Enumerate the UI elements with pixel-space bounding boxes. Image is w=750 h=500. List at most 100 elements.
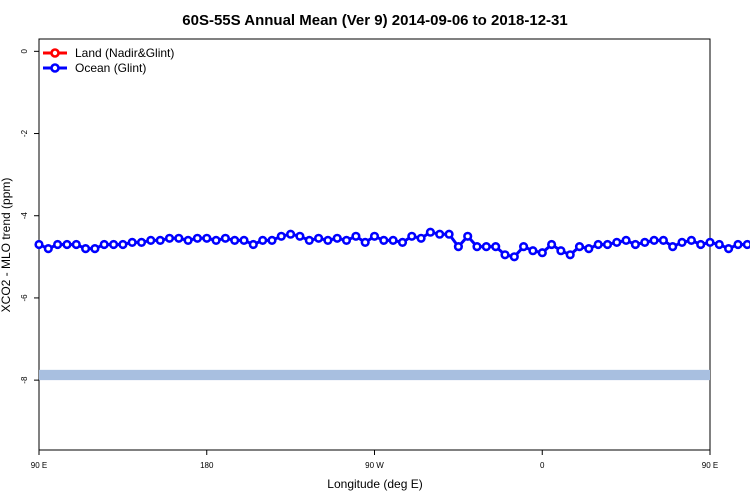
y-axis-label: XCO2 - MLO trend (ppm) xyxy=(0,178,13,313)
data-point xyxy=(491,242,501,252)
data-point xyxy=(43,244,53,254)
data-point xyxy=(714,239,724,250)
data-point xyxy=(630,239,641,250)
data-point xyxy=(52,239,63,250)
reference-band xyxy=(39,369,710,381)
data-point xyxy=(668,242,678,252)
data-point xyxy=(230,235,240,245)
data-point xyxy=(155,235,165,245)
data-point xyxy=(407,231,417,241)
series-layer xyxy=(34,227,750,262)
data-point xyxy=(369,231,380,241)
data-point xyxy=(658,235,669,245)
data-point xyxy=(696,239,706,250)
data-point xyxy=(146,235,156,245)
data-point xyxy=(220,233,230,243)
data-point xyxy=(276,231,286,241)
x-tick-label: 90 E xyxy=(31,461,47,470)
legend-marker xyxy=(50,63,60,73)
chart-title: 60S-55S Annual Mean (Ver 9) 2014-09-06 t… xyxy=(182,12,567,29)
legend-label: Ocean (Glint) xyxy=(75,61,146,75)
data-point xyxy=(258,235,268,245)
data-point xyxy=(453,242,464,252)
data-point xyxy=(351,231,361,241)
y-tick-label: -8 xyxy=(20,376,29,384)
data-point xyxy=(621,235,631,245)
x-tick-label: 90 W xyxy=(365,461,384,470)
data-point xyxy=(677,237,687,247)
data-point xyxy=(472,242,482,252)
data-point xyxy=(164,233,175,243)
data-point xyxy=(593,239,603,250)
data-point xyxy=(248,239,258,250)
data-point xyxy=(686,235,697,245)
data-point xyxy=(239,235,249,245)
data-point xyxy=(397,237,408,247)
data-point xyxy=(602,239,613,250)
data-point xyxy=(574,242,585,252)
data-point xyxy=(304,235,314,245)
y-tick-label: 0 xyxy=(20,49,29,54)
data-point xyxy=(295,231,305,241)
data-point xyxy=(108,239,119,250)
data-point xyxy=(723,244,734,254)
data-point xyxy=(733,239,743,250)
x-tick-label: 180 xyxy=(200,461,214,470)
data-point xyxy=(500,250,510,260)
data-point xyxy=(183,235,193,245)
data-point xyxy=(612,237,622,247)
data-point xyxy=(742,239,750,250)
data-point xyxy=(127,237,137,247)
data-point xyxy=(211,235,221,245)
data-point xyxy=(705,237,715,247)
data-point xyxy=(80,244,91,254)
data-point xyxy=(565,250,575,260)
data-point xyxy=(62,239,72,250)
data-point xyxy=(34,239,44,250)
legend-label: Land (Nadir&Glint) xyxy=(75,46,174,60)
data-point xyxy=(509,252,519,262)
data-point xyxy=(528,246,538,256)
data-point xyxy=(71,239,81,250)
data-point xyxy=(463,231,473,241)
legend-marker xyxy=(50,48,60,58)
data-point xyxy=(136,237,147,247)
data-point xyxy=(546,239,557,250)
data-point xyxy=(435,229,445,239)
x-tick-label: 0 xyxy=(540,461,545,470)
data-point xyxy=(518,242,529,252)
x-axis-label: Longitude (deg E) xyxy=(327,477,422,491)
x-axis: 90 E 180 90 W 0 90 E xyxy=(31,450,718,470)
y-tick-label: -4 xyxy=(20,212,29,220)
data-point xyxy=(416,233,426,243)
data-point xyxy=(360,237,370,247)
data-point xyxy=(174,233,184,243)
data-point xyxy=(584,244,594,254)
data-point xyxy=(640,237,650,247)
data-point xyxy=(118,239,128,250)
data-point xyxy=(267,235,277,245)
data-point xyxy=(314,233,324,243)
data-point xyxy=(90,244,100,254)
data-point xyxy=(202,233,212,243)
y-tick-label: -6 xyxy=(20,294,29,302)
data-point xyxy=(286,229,296,239)
data-point xyxy=(481,242,491,252)
data-point xyxy=(537,248,547,258)
data-point xyxy=(99,239,109,250)
y-axis: 0 -2 -4 -6 -8 xyxy=(20,49,39,384)
data-point xyxy=(425,227,436,237)
data-point xyxy=(649,235,659,245)
data-point xyxy=(556,246,566,256)
y-tick-label: -2 xyxy=(20,129,29,137)
data-point xyxy=(388,235,398,245)
legend: Land (Nadir&Glint)Ocean (Glint) xyxy=(43,46,174,75)
band-layer xyxy=(39,369,710,381)
data-point xyxy=(341,235,352,245)
data-point xyxy=(332,233,342,243)
data-point xyxy=(323,235,333,245)
data-point xyxy=(444,229,454,239)
data-point xyxy=(192,233,202,243)
data-point xyxy=(379,235,389,245)
